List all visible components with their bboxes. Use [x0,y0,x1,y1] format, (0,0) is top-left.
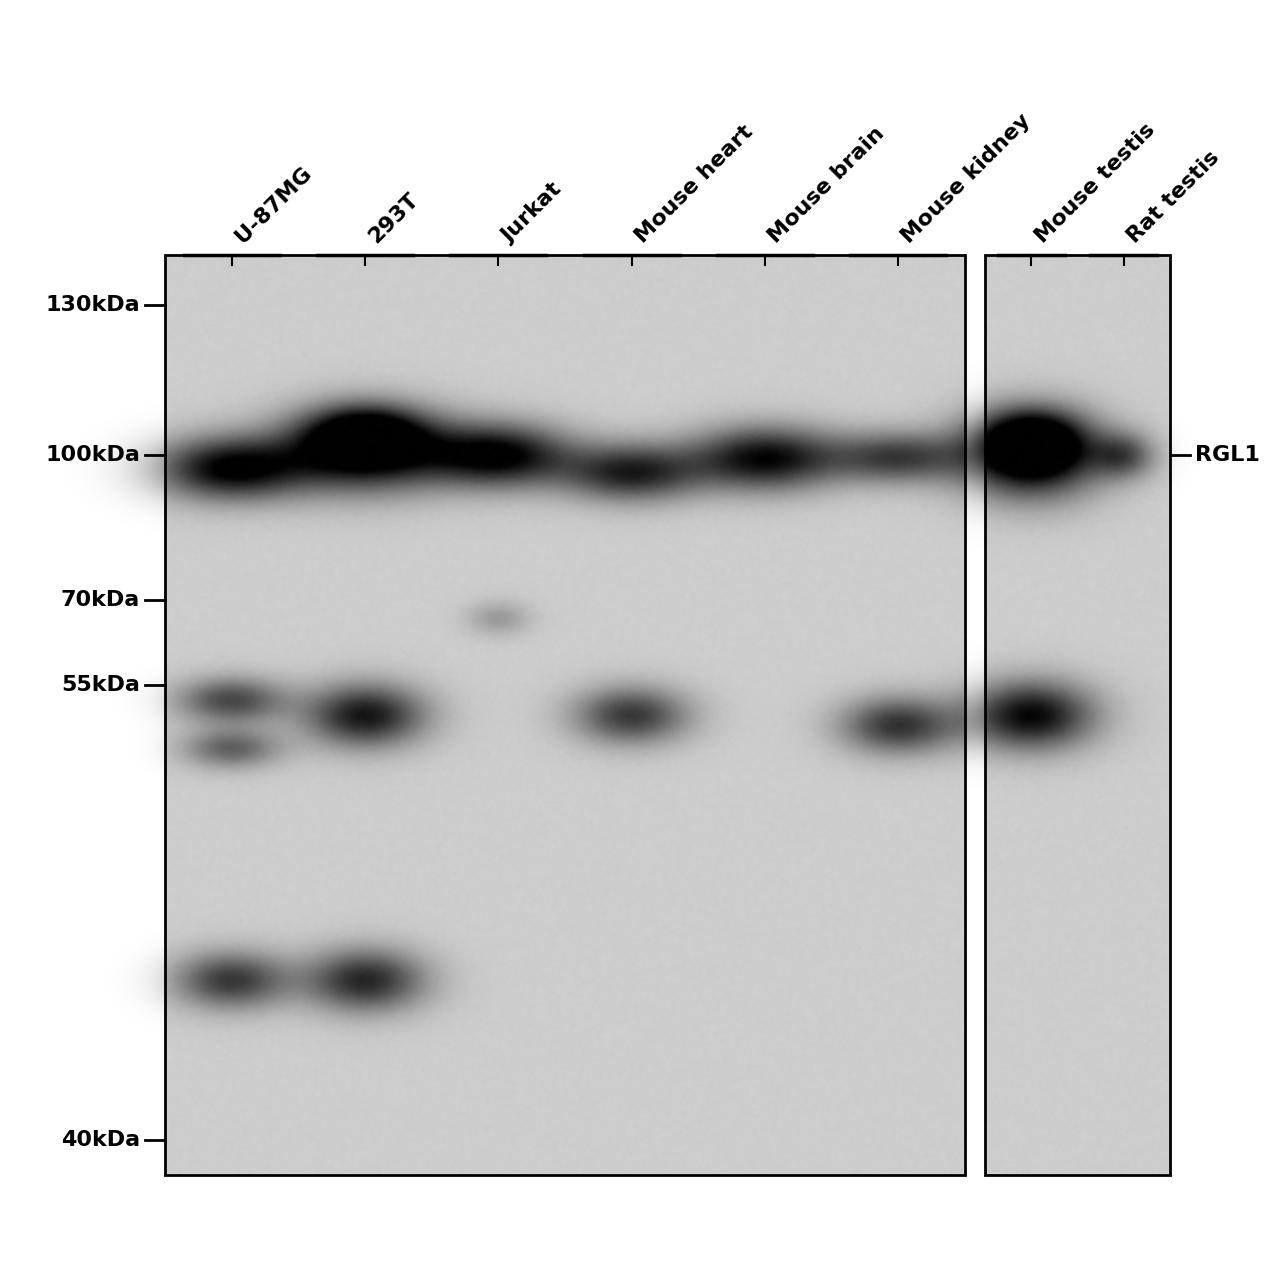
Text: 130kDa: 130kDa [45,295,140,315]
Text: 100kDa: 100kDa [45,445,140,464]
Text: 40kDa: 40kDa [61,1131,140,1150]
Text: Rat testis: Rat testis [1124,148,1224,248]
Text: Mouse brain: Mouse brain [765,124,888,248]
Text: 55kDa: 55kDa [61,675,140,695]
Text: 293T: 293T [365,189,422,248]
Text: U-87MG: U-87MG [232,163,316,248]
Text: Mouse testis: Mouse testis [1032,120,1158,248]
Text: 70kDa: 70kDa [60,590,140,610]
Text: Jurkat: Jurkat [498,180,566,248]
Bar [986,255,1170,1175]
Text: RGL1: RGL1 [1196,445,1260,464]
Bar [165,255,965,1175]
Text: Mouse kidney: Mouse kidney [899,110,1036,248]
Text: Mouse heart: Mouse heart [631,121,756,248]
